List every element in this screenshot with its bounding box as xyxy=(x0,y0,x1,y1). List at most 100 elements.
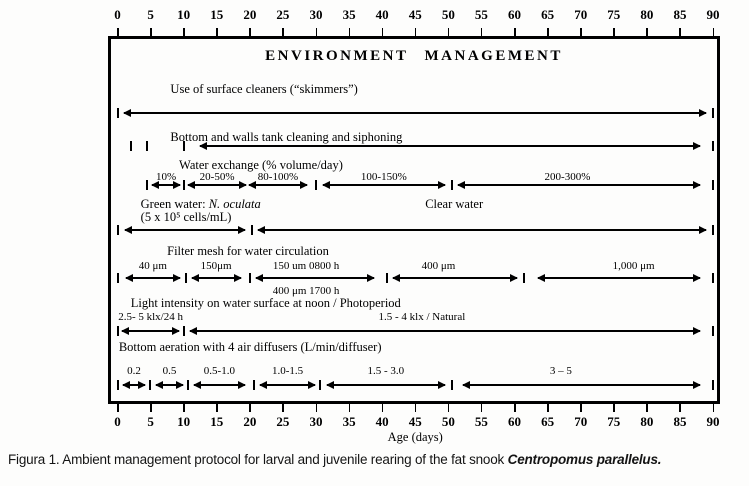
segment-label-bottom-aeration: 0.2 xyxy=(127,365,141,377)
event-bar-light-photoperiod xyxy=(712,326,715,336)
row-title-water-exchange: Water exchange (% volume/day) xyxy=(179,159,343,172)
axis-bottom-tick-label: 55 xyxy=(474,414,488,429)
event-bar-bottom-aeration xyxy=(186,380,189,390)
axis-top-tick xyxy=(480,28,483,36)
event-bar-water-exchange xyxy=(315,180,317,190)
range-arrow-bottom-aeration xyxy=(193,381,246,389)
caption-text: Figura 1. Ambient management protocol fo… xyxy=(8,452,508,467)
axis-top-tick-label: 90 xyxy=(706,7,720,22)
row-title-text: Light intensity on water surface at noon… xyxy=(130,296,401,310)
axis-bottom-tick-label: 45 xyxy=(408,414,422,429)
row-title-line: Green water: N. oculata xyxy=(141,198,261,211)
range-arrow-water-exchange xyxy=(150,181,182,189)
row-title-line: Light intensity on water surface at noon… xyxy=(131,297,401,310)
row-title-bottom-aeration: Bottom aeration with 4 air diffusers (L/… xyxy=(119,341,382,354)
event-bar-filter-mesh xyxy=(116,273,119,283)
event-bar-tank-cleaning xyxy=(146,141,149,151)
axis-bottom-tick xyxy=(414,404,417,412)
axis-top-tick-label: 50 xyxy=(441,7,455,22)
row-title-line: Use of surface cleaners (“skimmers”) xyxy=(170,83,357,96)
range-arrow-water-type xyxy=(124,226,246,234)
range-arrow-filter-mesh xyxy=(190,274,242,282)
range-arrow-bottom-aeration xyxy=(325,381,447,389)
axis-bottom-tick xyxy=(216,404,218,412)
range-arrow-water-exchange xyxy=(247,181,309,189)
row-title-text: Use of surface cleaners (“skimmers”) xyxy=(170,82,358,96)
axis-top-tick xyxy=(117,28,119,36)
axis-top-tick-label: 20 xyxy=(243,7,257,22)
row-title-line: Filter mesh for water circulation xyxy=(167,245,329,258)
segment-label-filter-mesh: 1,000 μm xyxy=(612,260,655,272)
axis-bottom-tick xyxy=(547,404,549,412)
axis-top: 0 5 10 15 20 25 30 35 40 45 50 55 60 65 70 75 80 85 90 xyxy=(108,0,720,36)
range-arrow-water-type xyxy=(257,226,708,234)
axis-top-tick-label: 55 xyxy=(474,7,488,22)
axis-bottom-tick-label: 80 xyxy=(640,414,654,429)
axis-top-tick xyxy=(150,28,152,36)
axis-top-tick-label: 45 xyxy=(408,7,422,22)
axis-bottom-tick-label: 30 xyxy=(309,414,323,429)
range-arrow-bottom-aeration xyxy=(461,381,701,389)
event-bar-bottom-aeration xyxy=(712,380,715,390)
figure-title: ENVIRONMENT MANAGEMENT xyxy=(265,48,563,64)
axis-bottom-tick xyxy=(480,404,483,412)
row-title-line: Bottom aeration with 4 air diffusers (L/… xyxy=(119,341,382,354)
event-bar-water-exchange xyxy=(182,180,185,190)
row-title-text: Bottom and walls tank cleaning and sipho… xyxy=(170,130,403,144)
axis-top-tick xyxy=(216,28,218,36)
event-bar-filter-mesh xyxy=(248,273,251,283)
segment-label-bottom-aeration: 3 – 5 xyxy=(549,365,572,377)
segment-label-filter-mesh: 40 μm xyxy=(138,260,167,272)
axis-top-tick-label: 60 xyxy=(508,7,522,22)
segment-label-bottom-aeration: 1.0-1.5 xyxy=(271,365,304,377)
row-title-line: Water exchange (% volume/day) xyxy=(179,159,343,172)
segment-label-bottom-aeration: 0.5-1.0 xyxy=(203,365,235,377)
axis-bottom-tick-label: 20 xyxy=(243,414,257,429)
axis-bottom-tick xyxy=(712,404,715,412)
event-bar-filter-mesh xyxy=(386,273,389,283)
axis-top-tick-label: 40 xyxy=(375,7,389,22)
axis-top-tick xyxy=(249,28,251,36)
axis-bottom-tick xyxy=(580,404,582,412)
row-title-water-type: Clear water xyxy=(425,198,483,211)
event-bar-water-exchange xyxy=(450,180,453,190)
row-title-text: Filter mesh for water circulation xyxy=(167,244,329,258)
axis-bottom-tick-label: 15 xyxy=(210,414,224,429)
segment-label-below-filter-mesh: 400 μm 1700 h xyxy=(272,285,340,297)
axis-bottom-tick-label: 90 xyxy=(706,414,720,429)
axis-top-tick xyxy=(183,28,185,36)
axis-bottom-tick xyxy=(381,404,384,412)
event-bar-bottom-aeration xyxy=(148,380,151,390)
axis-bottom-tick-label: 70 xyxy=(574,414,588,429)
axis-top-tick xyxy=(679,28,681,36)
row-title-water-type: Green water: N. oculata (5 x 10⁵ cells/mL… xyxy=(141,198,261,224)
row-title-line: Clear water xyxy=(425,198,483,211)
axis-bottom-tick-label: 50 xyxy=(441,414,455,429)
segment-label-water-exchange: 80-100% xyxy=(257,171,299,183)
axis-top-tick xyxy=(414,28,417,36)
axis-bottom-tick-label: 5 xyxy=(147,414,154,429)
axis-bottom-tick xyxy=(679,404,681,412)
axis-top-tick-label: 25 xyxy=(276,7,290,22)
figure-caption: Figura 1. Ambient management protocol fo… xyxy=(8,452,744,467)
row-title-text: (5 x 10⁵ cells/mL) xyxy=(140,210,232,224)
segment-label-water-exchange: 20-50% xyxy=(199,171,235,183)
segment-label-filter-mesh: 400 μm xyxy=(421,260,456,272)
axis-top-tick-label: 15 xyxy=(210,7,224,22)
range-arrow-water-exchange xyxy=(457,181,701,189)
axis-top-tick xyxy=(613,28,615,36)
range-arrow-bottom-aeration xyxy=(259,381,316,389)
axis-bottom-tick-label: 10 xyxy=(177,414,191,429)
event-bar-tank-cleaning xyxy=(712,141,715,151)
event-bar-bottom-aeration xyxy=(318,380,321,390)
segment-label-light-photoperiod: 1.5 - 4 klx / Natural xyxy=(378,311,466,323)
event-bar-water-exchange xyxy=(146,180,149,190)
range-arrow-surface-cleaners xyxy=(123,109,708,117)
axis-top-tick xyxy=(514,28,516,36)
axis-top-tick xyxy=(712,28,715,36)
axis-bottom-tick-label: 35 xyxy=(342,414,356,429)
event-bar-tank-cleaning xyxy=(182,141,185,151)
event-bar-bottom-aeration xyxy=(253,380,256,390)
range-arrow-water-exchange xyxy=(321,181,447,189)
